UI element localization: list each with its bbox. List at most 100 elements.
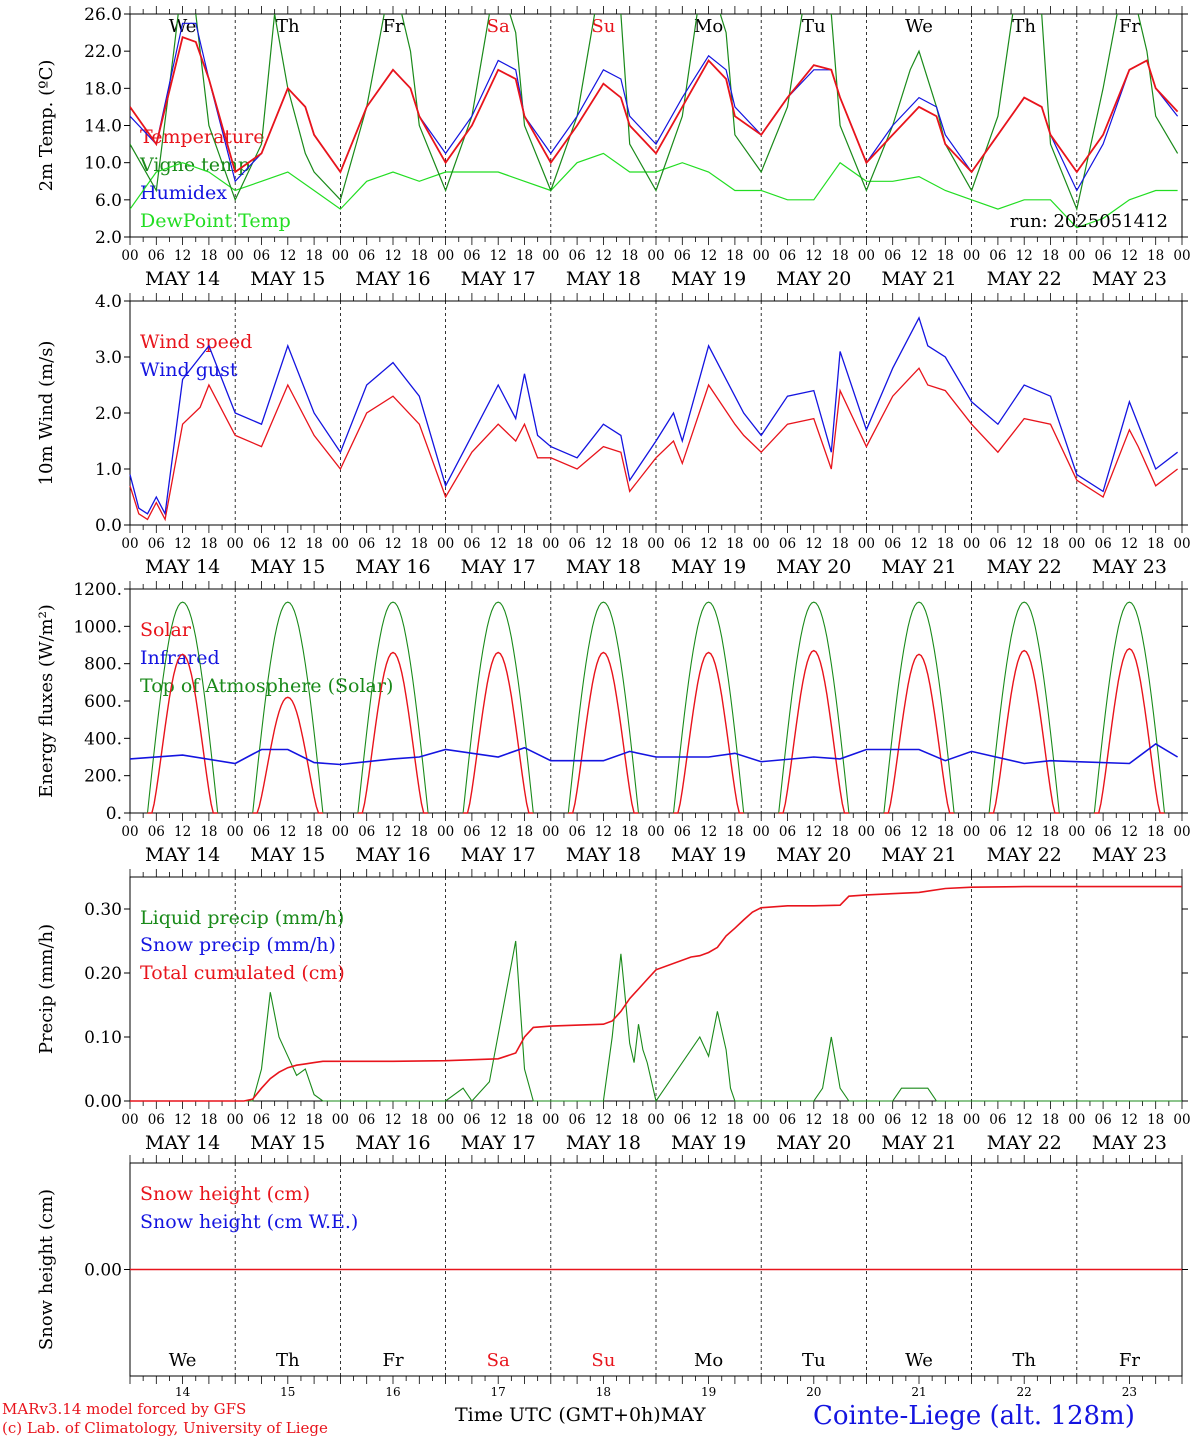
y-tick-label: 3.0 [95,348,122,368]
hour-tick-label: 18 [832,536,849,552]
hour-tick-label: 06 [253,824,270,840]
hour-tick-label: 06 [884,1112,901,1128]
x-axis-title: Time UTC (GMT+0h)MAY [455,1404,706,1426]
date-label: MAY 23 [1092,556,1167,578]
hour-tick-label: 18 [516,248,533,264]
legend-entry: Humidex [140,182,227,204]
date-label: MAY 23 [1092,1132,1167,1154]
hour-tick-label: 18 [937,1112,954,1128]
hour-tick-label: 00 [542,1112,559,1128]
legend-entry: Snow height (cm) [140,1183,310,1205]
y-tick-label: 22.0 [84,42,122,62]
plot-frame [129,300,1183,526]
hour-tick-label: 18 [411,1112,428,1128]
hour-tick-label: 18 [726,1112,743,1128]
day-name-label: Sa [487,1350,510,1371]
plot-frame [129,13,1183,238]
date-label: MAY 20 [776,1132,851,1154]
hour-tick-label: 12 [1121,824,1138,840]
hour-tick-label: 00 [227,1112,244,1128]
date-label: MAY 17 [461,556,536,578]
hour-tick-label: 18 [621,1112,638,1128]
hour-tick-label: 00 [1173,536,1190,552]
hour-tick-label: 18 [726,536,743,552]
hour-tick-label: 12 [279,248,296,264]
series-line [988,601,1060,814]
hour-tick-label: 00 [1068,536,1085,552]
hour-tick-label: 18 [411,824,428,840]
series-line [567,601,640,814]
day-name-label: Th [276,1350,300,1371]
y-axis-label: Energy fluxes (W/m²) [36,604,57,798]
series-line [252,696,323,814]
series-line [129,367,1178,522]
series-line [673,651,744,814]
hour-tick-label: 12 [595,1112,612,1128]
hour-tick-label: 00 [647,248,664,264]
hour-tick-label: 18 [1147,1112,1164,1128]
y-tick-label: 26.0 [84,5,122,25]
hour-tick-label: 12 [700,536,717,552]
series-line [130,885,1182,1102]
hour-tick-label: 06 [253,1112,270,1128]
hour-tick-label: 18 [726,824,743,840]
y-axis-label: Precip (mm/h) [36,924,57,1054]
y-tick-label: 1.0 [95,460,122,480]
series-line [672,601,745,814]
hour-tick-label: 06 [779,824,796,840]
y-tick-label: 400. [84,729,122,749]
series-line [130,152,1178,229]
hour-tick-label: 06 [569,824,586,840]
legend-entry: Solar [140,619,192,641]
day-number-label: 18 [596,1385,611,1399]
hour-tick-label: 06 [253,248,270,264]
hour-tick-label: 00 [1068,1112,1085,1128]
date-label: MAY 16 [355,1132,430,1154]
hour-tick-label: 00 [227,248,244,264]
y-tick-label: 14.0 [84,117,122,137]
hour-tick-label: 00 [227,536,244,552]
hour-tick-label: 00 [332,248,349,264]
y-tick-label: 18.0 [84,79,122,99]
hour-tick-label: 06 [779,536,796,552]
y-tick-label: 0.0 [95,516,122,536]
date-label: MAY 19 [671,556,746,578]
hour-tick-label: 18 [832,248,849,264]
date-label: MAY 23 [1092,268,1167,290]
hour-tick-label: 06 [1095,248,1112,264]
legend-entry: Snow height (cm W.E.) [140,1211,358,1233]
hour-tick-label: 06 [779,248,796,264]
hour-tick-label: 00 [542,536,559,552]
hour-tick-label: 00 [437,248,454,264]
legend-entry: Total cumulated (cm) [140,962,345,984]
hour-tick-label: 12 [1121,536,1138,552]
series-line [462,601,534,814]
day-number-label: 14 [175,1385,191,1399]
date-label: MAY 16 [355,844,430,866]
hour-tick-label: 18 [1042,536,1059,552]
hour-tick-label: 06 [674,248,691,264]
hour-tick-label: 18 [937,248,954,264]
hour-tick-label: 18 [306,1112,323,1128]
hour-tick-label: 06 [1095,536,1112,552]
hour-tick-label: 00 [542,824,559,840]
day-name-label: Sa [487,16,510,37]
date-label: MAY 19 [671,268,746,290]
date-label: MAY 22 [987,268,1062,290]
hour-tick-label: 00 [1173,1112,1190,1128]
day-number-label: 21 [911,1385,926,1399]
hour-tick-label: 06 [463,248,480,264]
hour-tick-label: 18 [516,536,533,552]
y-tick-label: 0.20 [84,964,122,984]
legend-entry: Wind speed [140,331,252,353]
date-label: MAY 21 [881,1132,956,1154]
day-name-label: Th [276,16,300,37]
month-label: MAY [660,1404,706,1426]
y-axis-label: 10m Wind (m/s) [36,341,57,486]
hour-tick-label: 06 [674,824,691,840]
day-name-label: We [905,16,933,37]
day-number-label: 20 [806,1385,821,1399]
hour-tick-label: 00 [121,248,138,264]
hour-tick-label: 12 [490,824,507,840]
